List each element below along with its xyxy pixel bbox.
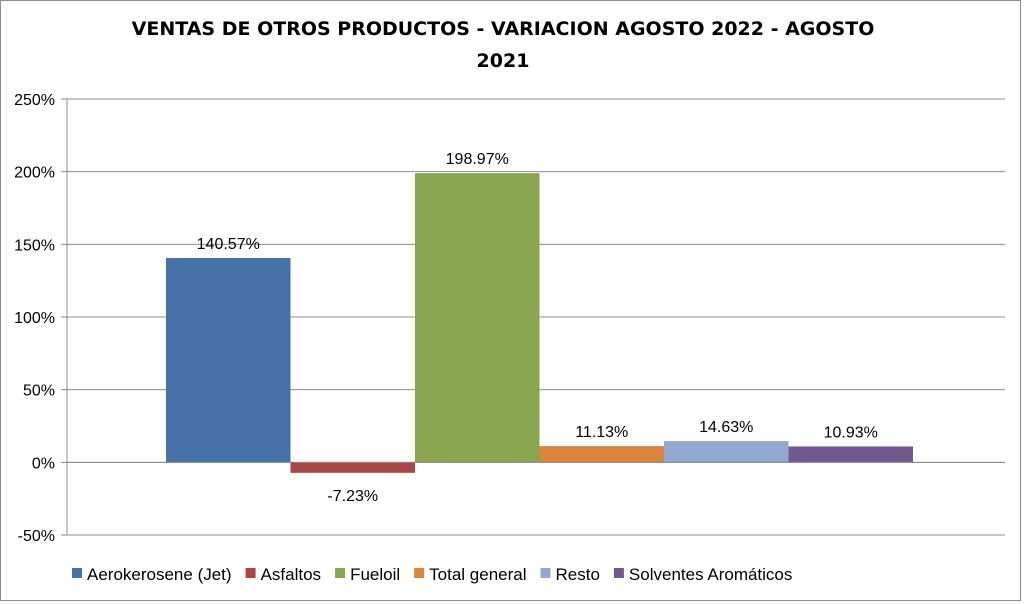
chart-title-line-1: VENTAS DE OTROS PRODUCTOS - VARIACION AG… (132, 18, 875, 40)
data-label: 140.57% (197, 236, 260, 253)
data-label: 10.93% (824, 424, 878, 441)
legend-swatch (414, 568, 425, 578)
legend-label: Fueloil (350, 565, 400, 584)
y-tick-label: 0% (32, 455, 55, 472)
y-tick-label: -50% (18, 528, 55, 545)
chart-title-line-2: 2021 (477, 50, 530, 72)
legend-label: Asfaltos (261, 565, 321, 584)
data-label: 198.97% (446, 151, 509, 168)
y-tick-label: 50% (23, 383, 55, 400)
bar-asfaltos (290, 462, 415, 473)
legend-swatch (540, 568, 551, 578)
y-tick-label: 200% (14, 165, 55, 182)
legend-label: Aerokerosene (Jet) (87, 565, 232, 584)
y-tick-label: 100% (14, 310, 55, 327)
y-tick-label: 250% (14, 92, 55, 109)
legend-label: Total general (429, 565, 526, 584)
legend-swatch (72, 568, 82, 578)
data-label: 14.63% (699, 419, 753, 436)
bar-fueloil (415, 173, 540, 463)
bar-solventes-arom-ticos (788, 446, 913, 463)
legend-label: Solventes Aromáticos (629, 565, 792, 584)
data-label: 11.13% (575, 424, 628, 441)
data-label: -7.23% (327, 488, 378, 505)
bar-aerokerosene-jet- (166, 258, 291, 463)
bar-total-general (539, 446, 664, 463)
bar-resto (664, 441, 789, 463)
legend-swatch (335, 568, 346, 578)
legend-swatch (245, 568, 256, 578)
y-tick-label: 150% (14, 237, 55, 254)
legend-swatch (613, 568, 624, 578)
legend-label: Resto (556, 565, 600, 584)
